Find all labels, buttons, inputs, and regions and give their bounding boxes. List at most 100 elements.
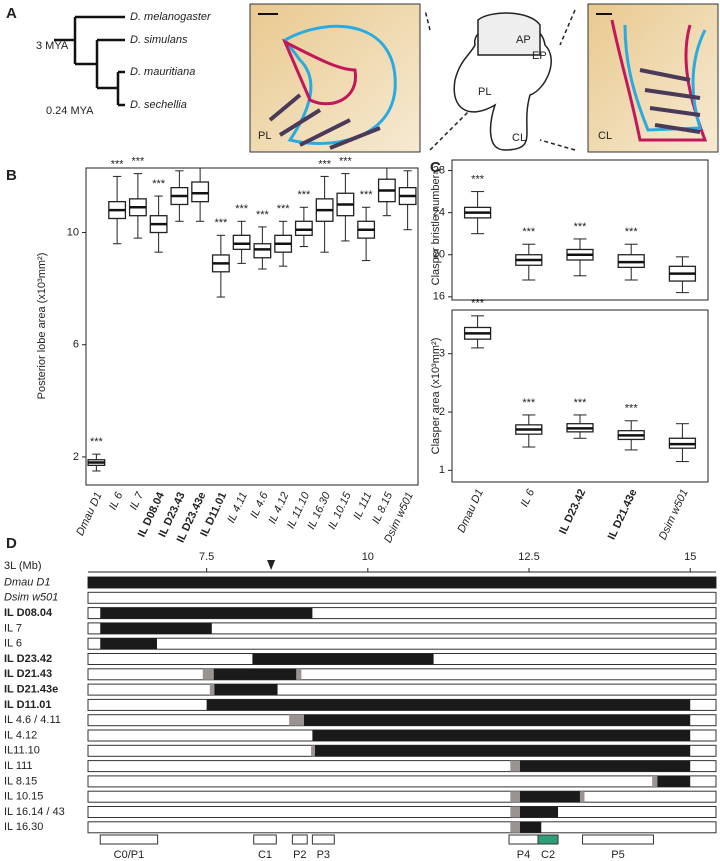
axis-label: 3L (Mb) — [4, 560, 42, 572]
region — [253, 834, 277, 845]
y-axis-label: Clasper bristle number — [430, 174, 442, 285]
box — [232, 234, 251, 251]
introgression-segment — [100, 607, 313, 619]
boundary-segment — [289, 714, 304, 726]
boundary-segment — [510, 821, 520, 833]
region-label: C1 — [258, 849, 272, 861]
track — [87, 591, 717, 604]
box — [253, 243, 272, 259]
drawing-label: AP — [516, 34, 531, 46]
region-label: P4 — [517, 849, 530, 861]
track — [87, 683, 717, 696]
significance: *** — [256, 209, 270, 221]
y-tick-label: 2 — [439, 406, 445, 418]
significance: *** — [131, 156, 145, 168]
image-label: PL — [258, 130, 271, 142]
row-label: IL D11.01 — [4, 699, 52, 711]
x-tick-label: Dmau D1 — [455, 487, 486, 534]
x-tick-label: 7.5 — [199, 551, 214, 563]
y-tick-label: 2 — [73, 451, 79, 463]
region — [508, 834, 539, 845]
region-label: P5 — [611, 849, 624, 861]
row-label: IL 8.15 — [4, 775, 37, 787]
track — [87, 622, 717, 635]
node-label: 3 MYA — [36, 40, 69, 52]
introgression-segment — [519, 760, 691, 772]
track — [87, 790, 717, 803]
drawing-label: CL — [512, 132, 526, 144]
taxon: D. simulans — [130, 34, 188, 46]
x-tick-label: 15 — [684, 551, 696, 563]
boundary-segment — [510, 791, 520, 803]
y-tick-label: 10 — [67, 226, 79, 238]
row-label: IL 16.30 — [4, 821, 43, 833]
panel-label: D — [6, 535, 17, 552]
box — [294, 220, 313, 236]
significance: *** — [574, 221, 588, 233]
introgression-segment — [252, 653, 434, 665]
significance: *** — [277, 203, 291, 215]
row-label: IL 16.14 / 43 — [4, 806, 65, 818]
significance: *** — [574, 397, 588, 409]
significance: *** — [360, 189, 374, 201]
track — [87, 760, 717, 773]
row-label: IL 7 — [4, 622, 22, 634]
boundary-segment — [579, 791, 585, 803]
track — [87, 668, 717, 681]
track — [87, 607, 717, 620]
region-label: C0/P1 — [114, 849, 145, 861]
region — [291, 834, 308, 845]
significance: *** — [235, 203, 249, 215]
plot-frame — [451, 309, 709, 483]
y-tick-label: 28 — [433, 164, 445, 176]
plot-frame — [451, 159, 709, 301]
introgression-segment — [100, 638, 157, 650]
drawing-label: EP — [532, 50, 547, 62]
row-label: IL 4.12 — [4, 729, 37, 741]
introgression-segment — [657, 775, 691, 787]
track — [87, 821, 717, 834]
boundary-segment — [311, 745, 315, 757]
significance: *** — [625, 226, 639, 238]
taxon: D. mauritiana — [130, 66, 195, 78]
region-label: P2 — [293, 849, 306, 861]
row-label: IL 6 — [4, 638, 22, 650]
image-label: CL — [598, 130, 612, 142]
introgression-segment — [214, 684, 278, 696]
region-label: P3 — [317, 849, 330, 861]
box — [191, 181, 210, 203]
row-label: Dsim w501 — [4, 592, 58, 604]
genitalia-drawing — [424, 9, 576, 151]
x-tick-label: Dsim w501 — [657, 487, 691, 541]
y-tick-label: 24 — [433, 207, 445, 219]
significance: *** — [90, 436, 104, 448]
significance: *** — [152, 178, 166, 190]
track — [87, 637, 717, 650]
region — [537, 834, 559, 845]
bristles — [639, 68, 701, 134]
x-tick-label: IL D21.43e — [606, 487, 640, 541]
row-label: IL D23.42 — [4, 653, 52, 665]
introgression-segment — [519, 821, 542, 833]
row-label: IL 10.15 — [4, 791, 43, 803]
panel-label: B — [6, 167, 17, 184]
x-tick-label: 10 — [362, 551, 374, 563]
boundary-segment — [510, 760, 520, 772]
introgression-segment — [314, 745, 691, 757]
significance: *** — [471, 298, 485, 310]
region — [311, 834, 335, 845]
significance: *** — [471, 173, 485, 185]
row-label: IL D21.43e — [4, 684, 58, 696]
row-label: IL 4.6 / 4.11 — [4, 714, 61, 726]
significance: *** — [522, 397, 536, 409]
region — [99, 834, 159, 845]
introgression-segment — [213, 668, 297, 680]
row-label: IL11.10 — [4, 745, 40, 757]
node-label: 0.24 MYA — [46, 105, 94, 117]
track — [87, 775, 717, 788]
boundary-segment — [652, 775, 658, 787]
track — [87, 806, 717, 818]
introgression-segment — [312, 730, 691, 741]
drawing-label: PL — [478, 86, 491, 98]
